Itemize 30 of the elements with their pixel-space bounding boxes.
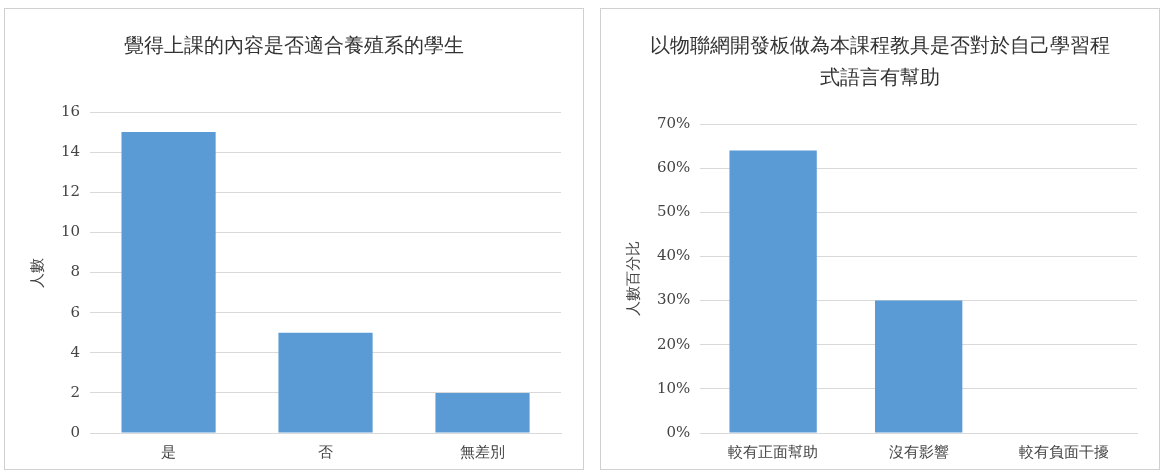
x-tick-label: 否 (318, 442, 334, 461)
x-tick-label: 無差別 (460, 442, 506, 461)
y-tick-label: 30% (657, 290, 691, 309)
y-tick-label: 10% (657, 378, 691, 397)
y-tick-label: 60% (657, 158, 691, 177)
x-tick-label: 是 (161, 442, 177, 461)
bar (121, 132, 216, 433)
y-tick-label: 40% (657, 246, 691, 265)
x-tick-label: 較有負面干擾 (1019, 442, 1110, 461)
y-tick-label: 12 (60, 182, 81, 201)
y-tick-label: 14 (60, 142, 81, 161)
y-tick-label: 10 (60, 222, 81, 241)
y-tick-label: 16 (60, 101, 81, 120)
y-tick-label: 8 (70, 262, 81, 281)
y-axis-title: 人數 (27, 257, 46, 288)
y-tick-label: 0% (666, 422, 691, 441)
bar (278, 332, 373, 433)
y-axis-title: 人數百分比 (623, 241, 642, 316)
x-tick-label: 較有正面幫助 (728, 442, 819, 461)
y-tick-label: 2 (70, 382, 81, 401)
y-tick-label: 20% (657, 334, 691, 353)
x-tick-label: 沒有影響 (888, 442, 949, 461)
bar (435, 392, 530, 433)
y-tick-label: 70% (657, 113, 691, 132)
y-tick-label: 50% (657, 202, 691, 221)
chart-title: 覺得上課的內容是否適合養殖系的學生 (123, 32, 465, 59)
y-tick-label: 0 (70, 422, 81, 441)
y-tick-label: 6 (70, 302, 81, 321)
y-tick-label: 4 (70, 342, 81, 361)
chart-title: 以物聯網開發板做為本課程教具是否對於自己學習程式語言有幫助 (650, 32, 1110, 91)
